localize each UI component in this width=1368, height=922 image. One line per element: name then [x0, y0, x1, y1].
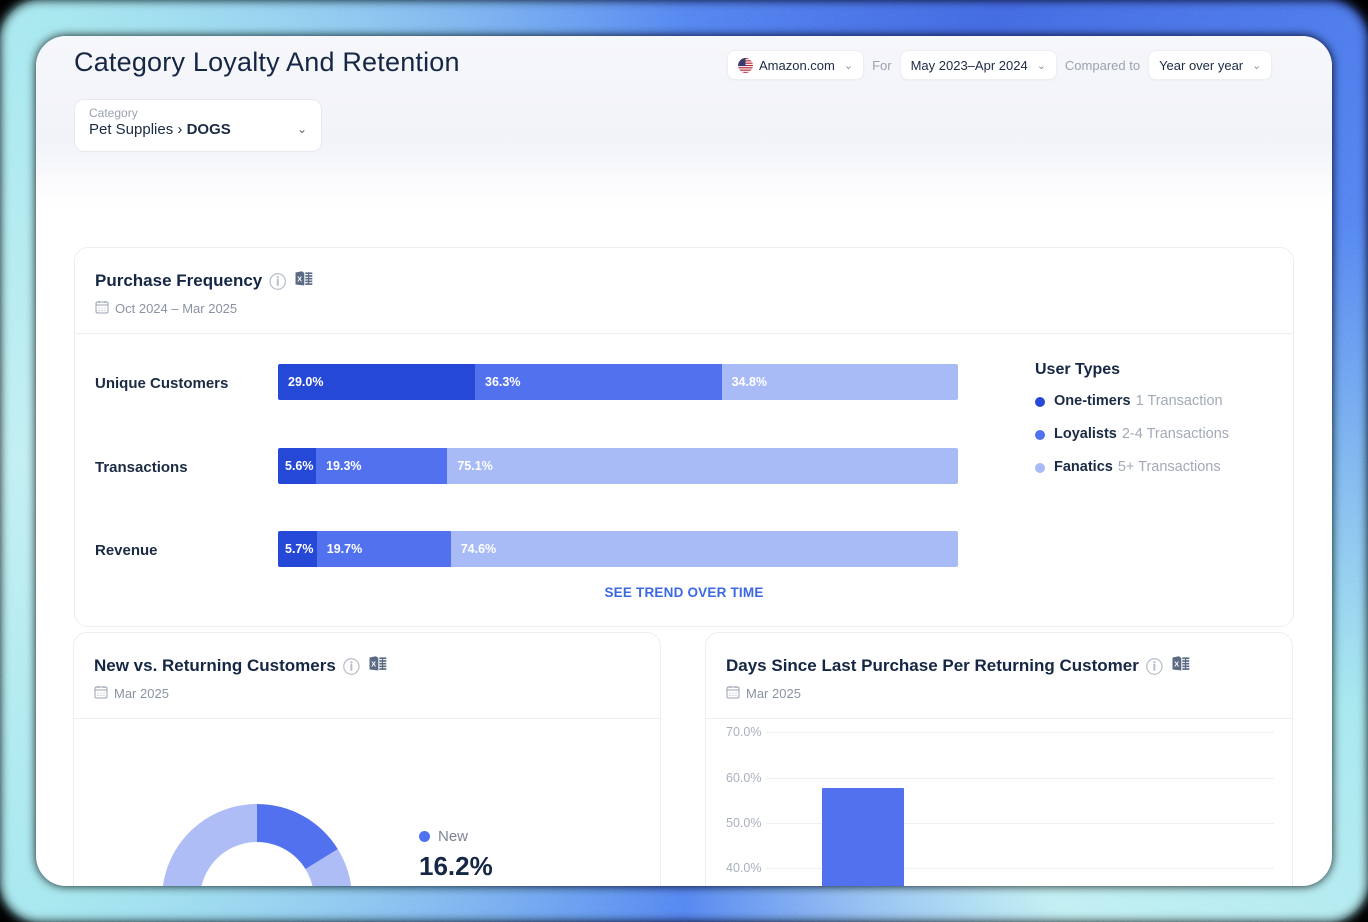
svg-text:X: X: [1174, 659, 1179, 668]
svg-text:X: X: [297, 274, 302, 283]
